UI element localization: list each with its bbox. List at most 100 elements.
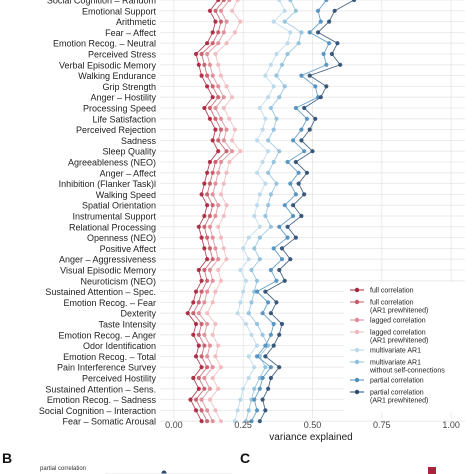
data-point (207, 386, 213, 391)
data-point (296, 170, 301, 175)
y-tick-label: Emotion Recog. – Neutral (53, 39, 156, 49)
data-point (246, 257, 251, 262)
y-tick-label: Emotion Recog. – Fear (63, 298, 156, 308)
data-point (229, 95, 235, 100)
data-point (224, 19, 229, 24)
data-point (216, 41, 221, 46)
legend-background (344, 282, 474, 412)
data-point (243, 419, 249, 424)
y-tick-label: Fear – Somatic Arousal (62, 417, 156, 427)
y-tick-label: Sleep Quality (102, 147, 156, 157)
x-tick-label: 1.00 (442, 420, 460, 430)
data-point (210, 278, 215, 283)
data-point (249, 419, 254, 424)
legend-key-point (354, 287, 360, 293)
series-line (192, 0, 228, 422)
data-point (218, 419, 224, 424)
data-point (304, 170, 310, 175)
data-point (210, 30, 215, 35)
data-point (202, 386, 207, 391)
legend-label: full correlation (370, 300, 414, 307)
data-point (318, 19, 323, 24)
x-tick-label: 0.50 (304, 420, 322, 430)
series-line (187, 0, 219, 422)
y-tick-label: Sustained Attention – Spec. (45, 287, 156, 297)
data-point (290, 203, 296, 208)
y-tick-label: Perceived Hostility (82, 374, 157, 384)
data-point (338, 62, 343, 67)
legend-label: (AR1 prewhitened) (370, 338, 428, 345)
legend-label: lagged correlation (370, 330, 426, 337)
data-point (246, 375, 251, 381)
data-point (221, 30, 226, 35)
data-point (216, 386, 221, 391)
data-point (263, 408, 268, 413)
data-point (210, 419, 215, 424)
data-point (279, 246, 285, 251)
data-point (293, 8, 298, 13)
series-line (245, 0, 302, 422)
data-point (202, 181, 207, 186)
y-tick-label: Relational Processing (69, 222, 156, 232)
data-point (263, 365, 268, 370)
y-tick-label: Emotional Support (82, 6, 157, 16)
data-point (274, 73, 279, 78)
data-point (260, 311, 265, 316)
data-point (218, 365, 224, 370)
data-point (249, 300, 254, 305)
data-point (268, 332, 274, 337)
data-point (207, 397, 213, 402)
data-point (196, 386, 201, 391)
data-point (279, 257, 285, 262)
data-point (271, 127, 276, 132)
data-point (274, 300, 279, 305)
data-point (196, 300, 201, 305)
y-tick-label: Emotion Recog. – Anger (58, 330, 156, 340)
data-point (282, 278, 287, 283)
y-tick-label: Spatial Orientation (82, 201, 156, 211)
data-point (213, 213, 218, 219)
data-point (288, 257, 293, 262)
legend-label: (AR1 prewhitened) (370, 308, 428, 315)
data-point (260, 332, 265, 337)
data-point (205, 170, 210, 175)
data-point (207, 116, 213, 121)
data-point (216, 224, 221, 229)
data-point (199, 73, 204, 78)
data-point (329, 51, 335, 57)
data-point (293, 159, 298, 165)
data-point (296, 41, 301, 46)
data-point (252, 397, 257, 402)
data-point (205, 41, 210, 46)
data-point (205, 257, 210, 262)
data-point (315, 8, 321, 13)
data-point (249, 332, 254, 337)
data-point (193, 397, 199, 402)
data-point (218, 116, 224, 121)
data-point (274, 51, 279, 57)
data-point (257, 386, 262, 391)
data-point (227, 116, 232, 121)
data-point (266, 203, 271, 208)
data-point (327, 41, 332, 46)
data-point (213, 181, 218, 186)
legend-key-point (354, 359, 360, 365)
data-point (254, 278, 260, 283)
data-point (199, 354, 204, 359)
legend-label: partial correlation (370, 378, 424, 385)
data-point (288, 0, 293, 3)
data-point (238, 267, 243, 273)
data-point (257, 105, 262, 111)
panel-b-label: B (2, 450, 12, 466)
y-tick-label: Life Satisfaction (92, 114, 156, 124)
legend-label: multivariate AR1 (370, 348, 421, 355)
data-point (207, 343, 213, 348)
data-point (268, 365, 274, 370)
data-point (246, 311, 251, 316)
data-point (224, 84, 229, 89)
data-point (285, 159, 290, 165)
data-point (304, 116, 310, 121)
y-tick-label: Sustained Attention – Sens. (45, 384, 156, 394)
data-point (210, 257, 215, 262)
legend-label: multivariate AR1 (370, 360, 421, 367)
